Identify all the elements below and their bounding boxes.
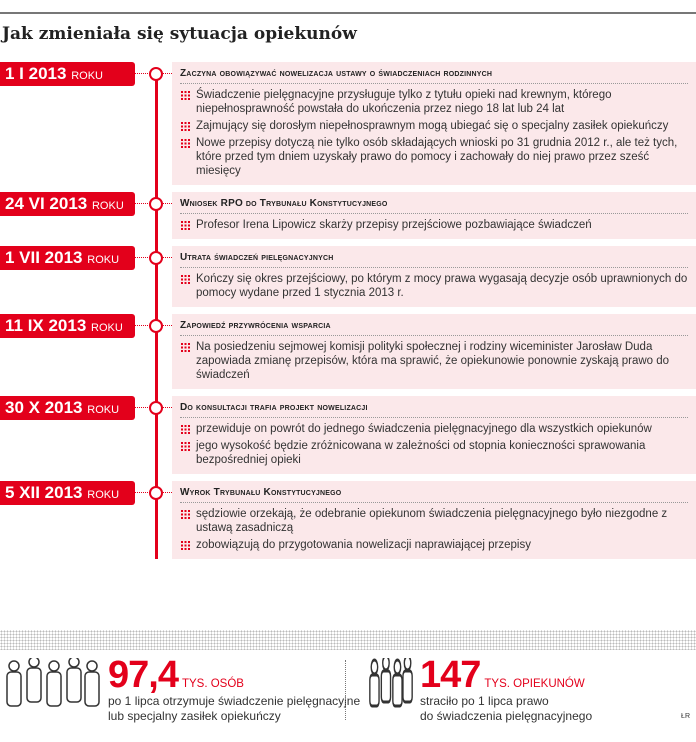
event-date: 1 VII 2013 ROKU xyxy=(0,246,135,270)
date-suffix: ROKU xyxy=(91,322,123,334)
divider xyxy=(345,660,346,720)
event-box: Zapowiedź przywrócenia wsparcia Na posied… xyxy=(172,314,696,389)
date-suffix: ROKU xyxy=(91,200,124,212)
timeline-dot xyxy=(149,67,163,81)
date-suffix: ROKU xyxy=(87,404,120,416)
timeline-event: 1 VII 2013 ROKU Utrata świadczeń pielęgn… xyxy=(0,246,696,307)
event-item: Świadczenie pielęgnacyjne przysługuje ty… xyxy=(180,88,688,116)
stat-unit: TYS. OPIEKUNÓW xyxy=(484,678,585,690)
event-date: 30 X 2013 ROKU xyxy=(0,396,135,420)
stat-unit: TYS. OSÓB xyxy=(181,678,244,690)
date-text: 30 X 2013 xyxy=(5,398,83,417)
event-heading: Do konsultacji trafia projekt nowelizacj… xyxy=(180,401,688,418)
timeline-dot xyxy=(149,486,163,500)
timeline-dot xyxy=(149,251,163,265)
date-text: 1 VII 2013 xyxy=(5,248,83,267)
event-item: przewiduje on powrót do jednego świadcze… xyxy=(180,422,688,436)
event-heading: Wniosek RPO do Trybunału Konstytucyjnego xyxy=(180,197,688,214)
event-heading: Utrata świadczeń pielęgnacyjnych xyxy=(180,251,688,268)
date-suffix: ROKU xyxy=(87,489,120,501)
timeline-event: 11 IX 2013 ROKU Zapowiedź przywrócenia w… xyxy=(0,314,696,389)
stat-value: 97,4 xyxy=(108,654,179,696)
event-date: 1 I 2013 ROKU xyxy=(0,62,135,86)
event-item: jego wysokość będzie zróżnicowana w zale… xyxy=(180,439,688,467)
event-item: Nowe przepisy dotyczą nie tylko osób skł… xyxy=(180,136,688,178)
event-box: Wyrok Trybunału Konstytucyjnego sędziowie… xyxy=(172,481,696,559)
timeline-dot xyxy=(149,401,163,415)
event-box: Do konsultacji trafia projekt nowelizacj… xyxy=(172,396,696,474)
date-text: 5 XII 2013 xyxy=(5,483,83,502)
event-box: Wniosek RPO do Trybunału Konstytucyjnego… xyxy=(172,192,696,239)
desc-line: do świadczenia pielęgnacyjnego xyxy=(420,709,593,723)
dotted-band xyxy=(0,630,696,650)
event-heading: Wyrok Trybunału Konstytucyjnego xyxy=(180,486,688,503)
timeline-event: 5 XII 2013 ROKU Wyrok Trybunału Konstytu… xyxy=(0,481,696,559)
event-item: Kończy się okres przejściowy, po którym … xyxy=(180,272,688,300)
event-date: 5 XII 2013 ROKU xyxy=(0,481,135,505)
event-item: Profesor Irena Lipowicz skarży przepisy … xyxy=(180,218,688,232)
event-item: Zajmujący się dorosłym niepełnosprawnym … xyxy=(180,119,688,133)
event-item: zobowiązują do przygotowania nowelizacji… xyxy=(180,538,688,552)
date-text: 24 VI 2013 xyxy=(5,194,88,213)
event-heading: Zapowiedź przywrócenia wsparcia xyxy=(180,319,688,336)
desc-line: po 1 lipca otrzymuje świadczenie pielęgn… xyxy=(108,694,361,708)
date-text: 1 I 2013 xyxy=(5,64,67,83)
desc-line: lub specjalny zasiłek opiekuńczy xyxy=(108,709,281,723)
event-item: sędziowie orzekają, że odebranie opiekun… xyxy=(180,507,688,535)
credit: ŁR xyxy=(681,713,690,720)
stat-value: 147 xyxy=(420,654,481,696)
event-item: Na posiedzeniu sejmowej komisji polityki… xyxy=(180,340,688,382)
event-box: Zaczyna obowiązywać nowelizacja ustawy o… xyxy=(172,62,696,185)
timeline-dot xyxy=(149,319,163,333)
event-box: Utrata świadczeń pielęgnacyjnych Kończy s… xyxy=(172,246,696,307)
timeline-line xyxy=(155,76,158,559)
stat-recipients: 97,4 TYS. OSÓB po 1 lipca otrzymuje świa… xyxy=(2,656,360,724)
stat-description: po 1 lipca otrzymuje świadczenie pielęgn… xyxy=(108,694,360,724)
people-icon xyxy=(369,658,414,708)
page-title: Jak zmieniała się sytuacja opiekunów xyxy=(2,24,357,44)
stat-description: straciło po 1 lipca prawo do świadczenia … xyxy=(420,694,592,724)
event-heading: Zaczyna obowiązywać nowelizacja ustawy o… xyxy=(180,67,688,84)
date-text: 11 IX 2013 xyxy=(5,316,87,335)
event-date: 11 IX 2013 ROKU xyxy=(0,314,135,338)
desc-line: straciło po 1 lipca prawo xyxy=(420,694,549,708)
timeline-event: 30 X 2013 ROKU Do konsultacji trafia pro… xyxy=(0,396,696,474)
date-suffix: ROKU xyxy=(71,70,103,82)
people-icon xyxy=(6,658,100,707)
stat-lost: 147 TYS. OPIEKUNÓW straciło po 1 lipca p… xyxy=(368,656,592,724)
top-rule xyxy=(0,12,696,14)
timeline-dot xyxy=(149,197,163,211)
timeline-event: 1 I 2013 ROKU Zaczyna obowiązywać noweli… xyxy=(0,62,696,185)
timeline-event: 24 VI 2013 ROKU Wniosek RPO do Trybunału… xyxy=(0,192,696,239)
date-suffix: ROKU xyxy=(87,254,120,266)
timeline: 1 I 2013 ROKU Zaczyna obowiązywać noweli… xyxy=(0,62,696,566)
event-date: 24 VI 2013 ROKU xyxy=(0,192,135,216)
